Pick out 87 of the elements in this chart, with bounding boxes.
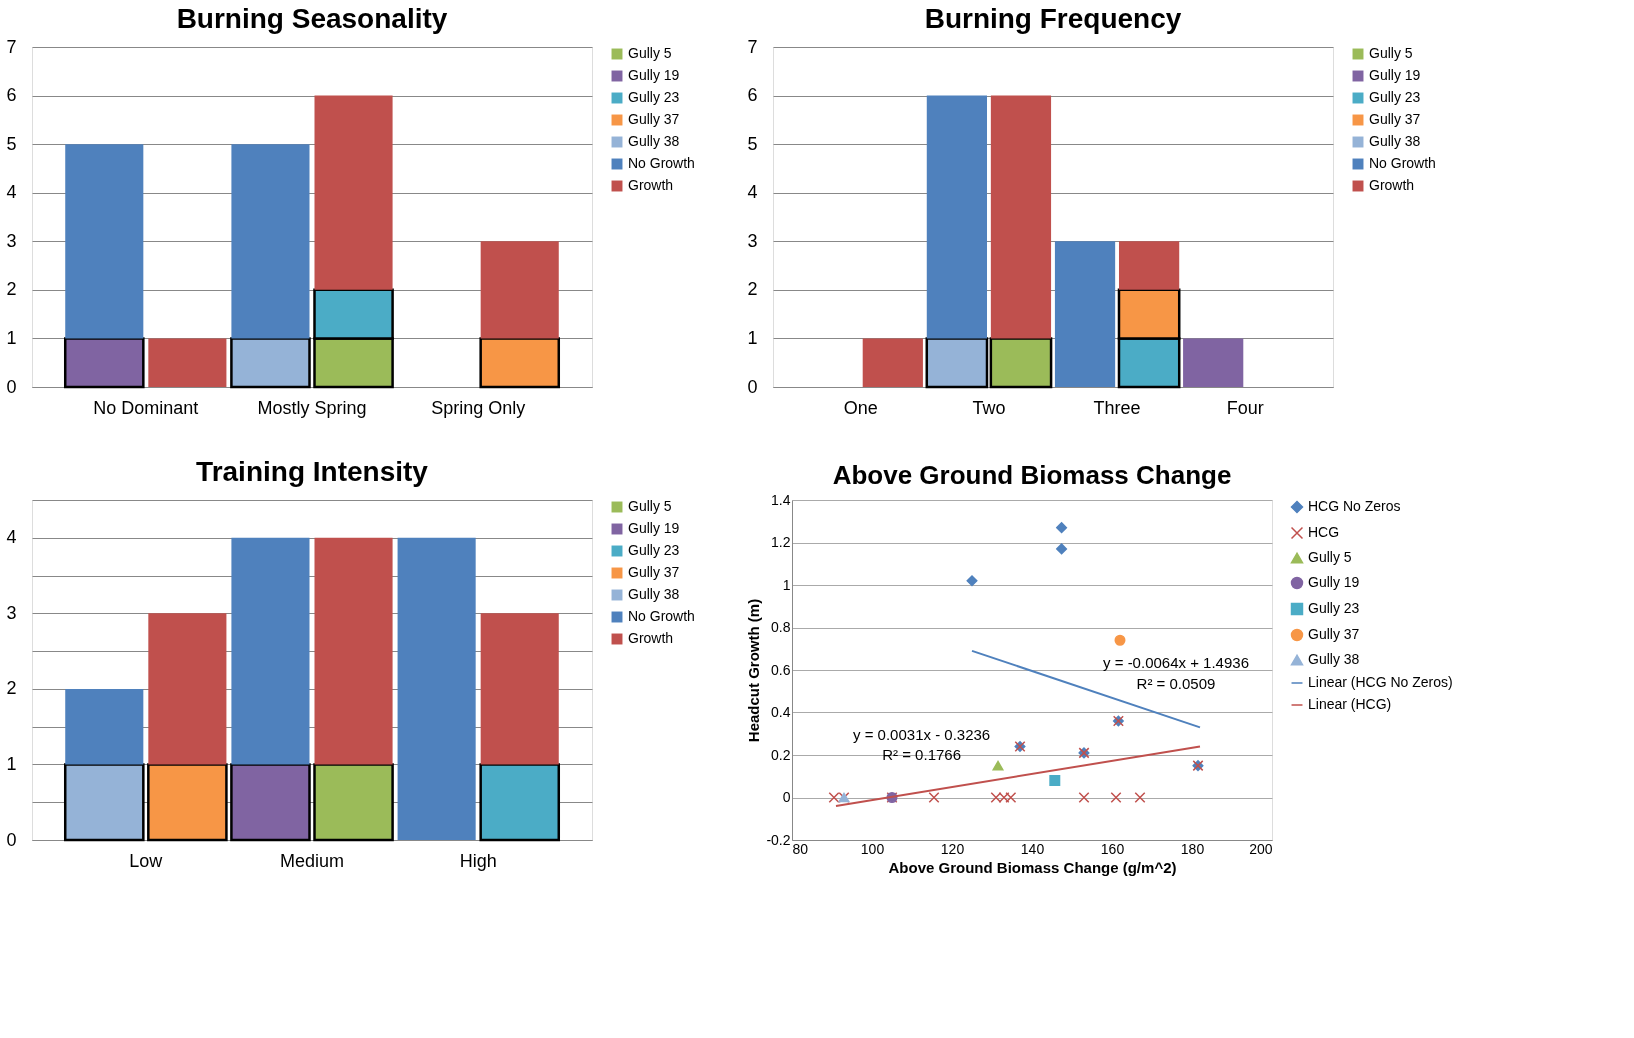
legend-label: HCG No Zeros — [1308, 498, 1401, 514]
y-tick-label: 6 — [6, 85, 17, 106]
y-tick-label: 1 — [747, 327, 758, 348]
y-tick-label: 2 — [747, 279, 758, 300]
x-tick-label: No Dominant — [93, 397, 199, 418]
annotation: R² = 0.0509 — [1136, 674, 1216, 692]
x-tick-label: Two — [972, 397, 1006, 418]
y-tick-label: 0.4 — [771, 704, 791, 720]
annotation: y = 0.0031x - 0.3236 — [853, 725, 991, 743]
y-tick-label: 2 — [6, 279, 17, 300]
legend-label: Gully 23 — [628, 542, 680, 558]
y-tick-label: 7 — [747, 36, 758, 57]
legend-label: No Growth — [628, 155, 695, 171]
annotation: R² = 0.1766 — [882, 746, 962, 763]
legend-label: HCG — [1308, 524, 1340, 540]
legend-label: Gully 38 — [1308, 651, 1360, 667]
y-tick-label: 4 — [6, 527, 17, 548]
chart-title: Above Ground Biomass Change — [832, 460, 1232, 490]
y-tick-label: 3 — [6, 602, 17, 623]
legend-label: Gully 37 — [628, 111, 680, 127]
legend-label: Gully 23 — [628, 89, 680, 105]
y-tick-label: 1 — [6, 327, 17, 348]
y-axis-title: Headcut Growth (m) — [745, 598, 763, 743]
legend-label: Growth — [628, 177, 674, 193]
legend-label: Linear (HCG No Zeros) — [1308, 674, 1453, 690]
legend-label: Growth — [628, 630, 674, 646]
x-tick-label: Mostly Spring — [257, 397, 367, 418]
legend-label: Gully 37 — [1308, 626, 1360, 642]
x-tick-label: 140 — [1020, 840, 1045, 857]
legend-label: Gully 5 — [1308, 549, 1352, 565]
legend-label: Gully 23 — [1308, 600, 1360, 616]
chart-title: Training Intensity — [196, 456, 429, 487]
x-tick-label: High — [459, 850, 497, 871]
legend-label: Gully 38 — [628, 586, 680, 602]
y-tick-label: 2 — [6, 678, 17, 699]
legend-label: Gully 37 — [628, 564, 680, 580]
legend-label: Gully 38 — [1369, 133, 1421, 149]
x-tick-label: 180 — [1180, 840, 1205, 857]
x-axis-title: Above Ground Biomass Change (g/m^2) — [888, 858, 1177, 876]
legend-label: Gully 19 — [628, 520, 680, 536]
y-tick-label: 5 — [6, 133, 17, 154]
y-tick-label: 1.4 — [771, 491, 791, 508]
legend-label: Gully 37 — [1369, 111, 1421, 127]
legend-label: Gully 5 — [628, 45, 672, 61]
chart-title: Burning Seasonality — [176, 3, 448, 34]
legend-label: No Growth — [628, 608, 695, 624]
chart-title: Burning Frequency — [924, 3, 1182, 34]
x-tick-label: 120 — [940, 840, 965, 857]
legend-label: Gully 19 — [628, 67, 680, 83]
x-tick-label: 160 — [1100, 840, 1125, 857]
x-tick-label: Three — [1093, 397, 1141, 418]
y-tick-label: 3 — [6, 230, 17, 251]
legend-label: Gully 19 — [1308, 574, 1360, 590]
legend-label: Gully 5 — [628, 498, 672, 514]
legend-label: Gully 38 — [628, 133, 680, 149]
x-tick-label: 100 — [860, 840, 885, 857]
legend-label: Gully 23 — [1369, 89, 1421, 105]
y-tick-label: 3 — [747, 230, 758, 251]
y-tick-label: 0 — [782, 789, 791, 805]
y-tick-label: 1 — [6, 753, 17, 774]
y-tick-label: 6 — [747, 85, 758, 106]
legend-label: Growth — [1369, 177, 1415, 193]
y-tick-label: -0.2 — [766, 831, 791, 848]
y-tick-label: 0 — [6, 829, 17, 850]
y-tick-label: 1 — [782, 576, 791, 593]
x-tick-label: Spring Only — [431, 397, 526, 418]
x-tick-label: 200 — [1249, 840, 1273, 857]
x-tick-label: 80 — [792, 840, 809, 857]
x-tick-label: Four — [1226, 397, 1264, 418]
legend-label: Gully 5 — [1369, 45, 1413, 61]
legend-label: Linear (HCG) — [1308, 696, 1392, 712]
y-tick-label: 0 — [747, 376, 758, 397]
y-tick-label: 5 — [747, 133, 758, 154]
y-tick-label: 0.2 — [771, 746, 791, 763]
x-tick-label: One — [843, 397, 878, 418]
y-tick-label: 0 — [6, 376, 17, 397]
legend-label: No Growth — [1369, 155, 1436, 171]
x-tick-label: Low — [129, 850, 164, 871]
y-tick-label: 4 — [6, 182, 17, 203]
annotation: y = -0.0064x + 1.4936 — [1103, 654, 1249, 672]
y-tick-label: 1.2 — [771, 534, 791, 550]
y-tick-label: 4 — [747, 182, 758, 203]
y-tick-label: 7 — [6, 36, 17, 57]
y-tick-label: 0.8 — [771, 619, 791, 635]
legend-label: Gully 19 — [1369, 67, 1421, 83]
y-tick-label: 0.6 — [771, 661, 791, 678]
x-tick-label: Medium — [279, 850, 345, 871]
